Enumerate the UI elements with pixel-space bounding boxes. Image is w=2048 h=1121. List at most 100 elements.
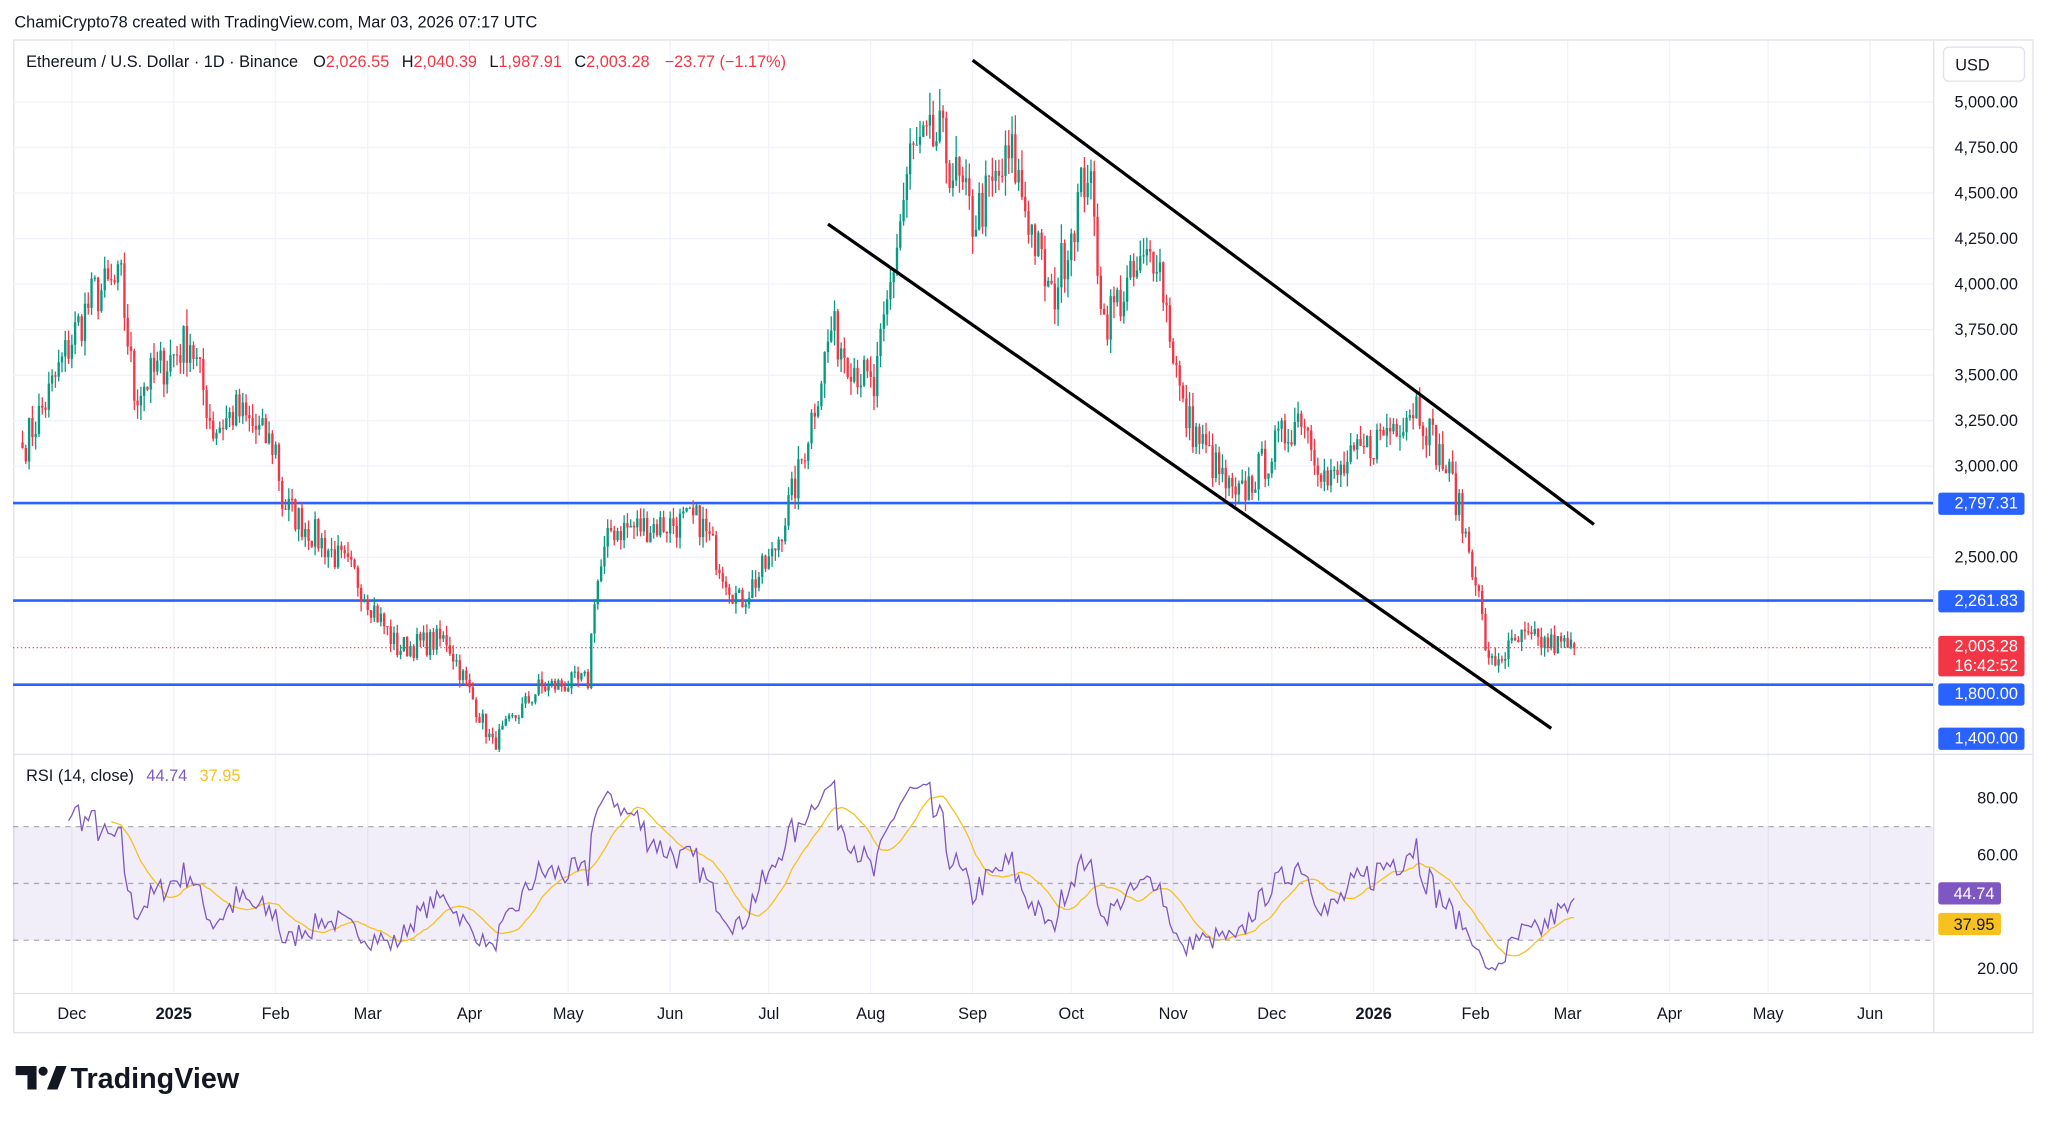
candle-body: [1336, 469, 1339, 475]
candle-body: [438, 628, 442, 639]
chart-frame: [13, 39, 2034, 1034]
candle-body: [373, 605, 376, 618]
candle-body: [64, 340, 67, 357]
time-tick-label: Mar: [1554, 1005, 1583, 1023]
candle-body: [435, 628, 438, 650]
candle-body: [1270, 461, 1273, 474]
candle-body: [369, 610, 373, 618]
candle-body: [363, 599, 366, 602]
time-tick-label: Apr: [457, 1005, 483, 1023]
rsi-pane: [13, 825, 1934, 941]
candle-body: [491, 733, 494, 738]
candle-body: [1093, 171, 1096, 217]
candle-body: [1027, 211, 1030, 235]
candle-body: [652, 524, 655, 533]
candle-body: [1402, 432, 1405, 436]
candle-body: [1099, 275, 1103, 309]
candle-body: [1194, 426, 1198, 447]
candle-body: [428, 631, 432, 656]
candle-body: [1477, 585, 1481, 591]
level-badge: [1938, 590, 2025, 613]
rsi-tick-label: 20.00: [1977, 960, 2018, 978]
time-tick-label: Oct: [1059, 1005, 1085, 1023]
candle-body: [300, 508, 304, 537]
candle-body: [100, 290, 103, 312]
candle-body: [987, 175, 991, 177]
candle-body: [1148, 249, 1152, 252]
trendlines[interactable]: [827, 58, 1595, 730]
candle-body: [708, 531, 711, 534]
candle-body: [971, 196, 974, 237]
candle-body: [836, 311, 840, 360]
candle-body: [793, 478, 797, 499]
time-axis[interactable]: Dec 2025 Feb Mar Apr May Jun Jul Aug Sep Oct Nov Dec…: [57, 1005, 1883, 1023]
candle-body: [853, 367, 856, 382]
candle-body: [1359, 439, 1362, 446]
trendline-channel-lower[interactable]: [827, 222, 1553, 730]
candle-body: [892, 272, 895, 283]
candle-body: [1089, 171, 1093, 183]
rsi-line: [68, 779, 1575, 971]
rsi-ma-value: 37.95: [200, 767, 241, 785]
currency-label: USD: [1955, 57, 1989, 75]
candle-body: [1573, 643, 1576, 648]
candle-body: [366, 599, 369, 611]
candle-body: [859, 385, 863, 388]
rsi-badge-text: 44.74: [1954, 885, 1995, 903]
price-axis[interactable]: 5,000.00 4,750.00 4,500.00 4,250.00 4,000.00…: [1938, 93, 2025, 978]
candle-body: [1556, 636, 1559, 654]
candle-body: [715, 535, 718, 570]
candle-body: [1283, 420, 1287, 444]
candle-body: [514, 715, 517, 719]
candle-body: [1497, 659, 1500, 666]
candle-body: [1444, 469, 1448, 474]
candle-body: [389, 626, 392, 644]
candle-body: [761, 555, 764, 577]
candle-body: [409, 646, 412, 657]
candle-body: [90, 278, 93, 308]
candle-body: [945, 117, 948, 164]
candle-body: [659, 517, 662, 536]
candle-body: [862, 359, 866, 386]
candle-body: [461, 670, 465, 681]
time-tick-label: Apr: [1657, 1005, 1683, 1023]
candle-body: [1408, 415, 1412, 418]
candle-body: [550, 681, 553, 685]
trendline-channel-upper[interactable]: [971, 58, 1595, 526]
time-tick-label: Nov: [1159, 1005, 1189, 1023]
candle-body: [530, 702, 534, 704]
candle-body: [1214, 452, 1218, 478]
level-badge: [1938, 727, 2025, 750]
candle-body: [47, 383, 50, 410]
candle-body: [1540, 636, 1543, 648]
candle-body: [922, 125, 925, 137]
candle-body: [784, 525, 787, 542]
candle-body: [1494, 656, 1497, 666]
time-tick-label: 2026: [1356, 1005, 1392, 1023]
tradingview-logo[interactable]: TradingView: [15, 1063, 240, 1095]
candle-body: [1369, 436, 1372, 459]
candle-body: [106, 268, 110, 280]
candle-body: [1155, 272, 1158, 274]
candle-body: [1014, 134, 1017, 183]
candle-body: [1227, 477, 1231, 489]
candle-body: [238, 394, 241, 417]
candle-body: [1277, 428, 1280, 431]
candle-body: [626, 523, 629, 528]
candle-body: [889, 282, 892, 300]
candle-body: [1001, 175, 1004, 177]
candle-body: [1132, 260, 1135, 278]
candle-body: [1024, 196, 1027, 212]
candle-body: [327, 550, 330, 558]
candle-body: [1550, 634, 1553, 648]
currency-button[interactable]: USD: [1942, 46, 2026, 82]
candle-body: [935, 141, 938, 147]
candle-body: [1513, 637, 1517, 641]
candle-body: [820, 383, 823, 407]
candle-body: [182, 326, 185, 363]
high-label: H: [402, 53, 414, 71]
candle-body: [1158, 262, 1162, 273]
candle-body: [576, 671, 580, 680]
candle-body: [698, 505, 701, 538]
candle-body: [27, 417, 31, 462]
